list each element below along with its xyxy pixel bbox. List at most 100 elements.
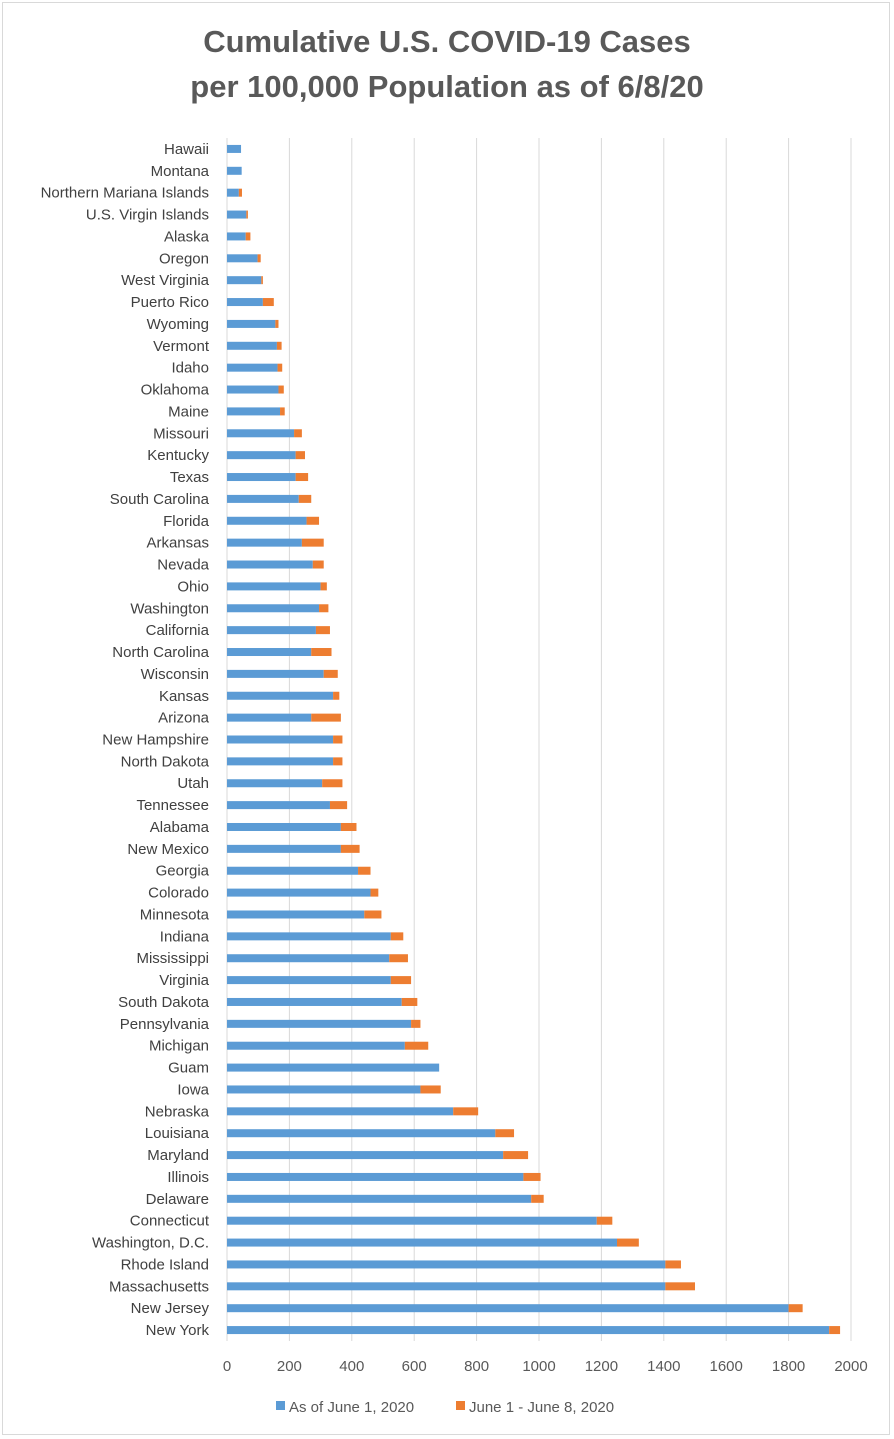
bar-pennsylvania-as-of-june-1 (227, 1019, 412, 1028)
category-label-michigan: Michigan (149, 1038, 209, 1055)
bar-arkansas-as-of-june-1 (227, 538, 302, 547)
category-label-oklahoma: Oklahoma (141, 382, 210, 399)
bar-michigan-as-of-june-1 (227, 1041, 405, 1050)
bar-minnesota-as-of-june-1 (227, 910, 365, 919)
bar-rhode-island-as-of-june-1 (227, 1260, 666, 1269)
category-label-guam: Guam (168, 1060, 209, 1077)
legend-swatch-june-1-8 (456, 1401, 465, 1410)
category-label-arizona: Arizona (158, 710, 210, 727)
bar-illinois-as-of-june-1 (227, 1172, 524, 1181)
bar-arizona-june-1-8 (311, 713, 341, 722)
x-tick-200: 200 (277, 1358, 302, 1375)
bar-texas-june-1-8 (295, 473, 309, 482)
bar-new-mexico-june-1-8 (340, 844, 360, 853)
bar-ohio-june-1-8 (320, 582, 327, 591)
bar-guam-as-of-june-1 (227, 1063, 440, 1072)
chart-title-line-2: per 100,000 Population as of 6/8/20 (190, 69, 703, 104)
bars (227, 144, 841, 1335)
bar-south-dakota-june-1-8 (401, 997, 418, 1006)
bar-florida-june-1-8 (306, 516, 320, 525)
bar-minnesota-june-1-8 (364, 910, 382, 919)
category-label-hawaii: Hawaii (164, 141, 209, 158)
bar-washington-d-c-june-1-8 (617, 1238, 639, 1247)
bar-massachusetts-as-of-june-1 (227, 1282, 666, 1291)
category-label-nevada: Nevada (157, 557, 209, 574)
bar-maine-as-of-june-1 (227, 407, 281, 416)
bar-nebraska-as-of-june-1 (227, 1107, 454, 1116)
category-label-delaware: Delaware (146, 1191, 209, 1208)
category-label-georgia: Georgia (156, 863, 210, 880)
bar-washington-d-c-as-of-june-1 (227, 1238, 617, 1247)
bar-vermont-june-1-8 (276, 341, 282, 350)
bar-new-hampshire-as-of-june-1 (227, 735, 334, 744)
bar-indiana-as-of-june-1 (227, 932, 391, 941)
category-label-wyoming: Wyoming (147, 316, 209, 333)
category-label-kentucky: Kentucky (147, 447, 209, 464)
bar-new-jersey-as-of-june-1 (227, 1304, 789, 1313)
category-label-colorado: Colorado (148, 885, 209, 902)
category-label-maine: Maine (168, 403, 209, 420)
bar-new-mexico-as-of-june-1 (227, 844, 341, 853)
bar-new-hampshire-june-1-8 (333, 735, 343, 744)
bar-montana-as-of-june-1 (227, 166, 242, 175)
category-label-texas: Texas (170, 469, 209, 486)
x-tick-0: 0 (223, 1358, 231, 1375)
bar-arizona-as-of-june-1 (227, 713, 312, 722)
bar-kansas-as-of-june-1 (227, 691, 334, 700)
bar-oregon-as-of-june-1 (227, 254, 258, 263)
bar-new-york-june-1-8 (829, 1326, 841, 1335)
bar-virginia-june-1-8 (390, 976, 412, 985)
bar-georgia-as-of-june-1 (227, 866, 359, 875)
bar-rhode-island-june-1-8 (665, 1260, 681, 1269)
bar-nebraska-june-1-8 (453, 1107, 479, 1116)
x-tick-2000: 2000 (834, 1358, 867, 1375)
bar-connecticut-june-1-8 (596, 1216, 613, 1225)
category-label-northern-mariana-islands: Northern Mariana Islands (41, 185, 209, 202)
bar-oklahoma-as-of-june-1 (227, 385, 279, 394)
bar-ohio-as-of-june-1 (227, 582, 321, 591)
category-label-illinois: Illinois (167, 1169, 209, 1186)
category-label-south-carolina: South Carolina (110, 491, 210, 508)
category-label-oregon: Oregon (159, 250, 209, 267)
bar-new-york-as-of-june-1 (227, 1326, 830, 1335)
bar-idaho-as-of-june-1 (227, 363, 278, 372)
legend-label-as-of-june-1: As of June 1, 2020 (289, 1399, 414, 1416)
x-tick-800: 800 (464, 1358, 489, 1375)
bar-oklahoma-june-1-8 (278, 385, 284, 394)
bar-iowa-as-of-june-1 (227, 1085, 421, 1094)
category-label-idaho: Idaho (171, 360, 209, 377)
category-label-new-mexico: New Mexico (127, 841, 209, 858)
bar-northern-mariana-islands-june-1-8 (238, 188, 242, 197)
category-label-connecticut: Connecticut (130, 1213, 210, 1230)
category-label-rhode-island: Rhode Island (121, 1256, 209, 1273)
bar-kentucky-as-of-june-1 (227, 451, 296, 460)
bar-iowa-june-1-8 (420, 1085, 441, 1094)
category-label-virginia: Virginia (159, 972, 209, 989)
bar-north-dakota-as-of-june-1 (227, 757, 334, 766)
bar-idaho-june-1-8 (277, 363, 283, 372)
category-label-north-carolina: North Carolina (112, 644, 209, 661)
category-label-mississippi: Mississippi (136, 950, 209, 967)
bar-mississippi-june-1-8 (389, 954, 408, 963)
category-label-nebraska: Nebraska (145, 1103, 210, 1120)
category-label-iowa: Iowa (177, 1081, 209, 1098)
bar-northern-mariana-islands-as-of-june-1 (227, 188, 239, 197)
category-label-alaska: Alaska (164, 228, 210, 245)
category-label-north-dakota: North Dakota (121, 753, 210, 770)
bar-oregon-june-1-8 (257, 254, 261, 263)
bar-nevada-as-of-june-1 (227, 560, 313, 569)
bar-nevada-june-1-8 (312, 560, 324, 569)
legend-label-june-1-8: June 1 - June 8, 2020 (469, 1399, 614, 1416)
bar-wyoming-as-of-june-1 (227, 319, 276, 328)
bar-vermont-as-of-june-1 (227, 341, 277, 350)
category-label-pennsylvania: Pennsylvania (120, 1016, 210, 1033)
bar-puerto-rico-as-of-june-1 (227, 298, 263, 307)
bar-hawaii-as-of-june-1 (227, 144, 242, 153)
bar-florida-as-of-june-1 (227, 516, 307, 525)
bar-louisiana-june-1-8 (495, 1129, 515, 1138)
bar-georgia-june-1-8 (358, 866, 371, 875)
bar-colorado-as-of-june-1 (227, 888, 371, 897)
bar-alaska-june-1-8 (245, 232, 251, 241)
bar-wisconsin-june-1-8 (323, 669, 338, 678)
